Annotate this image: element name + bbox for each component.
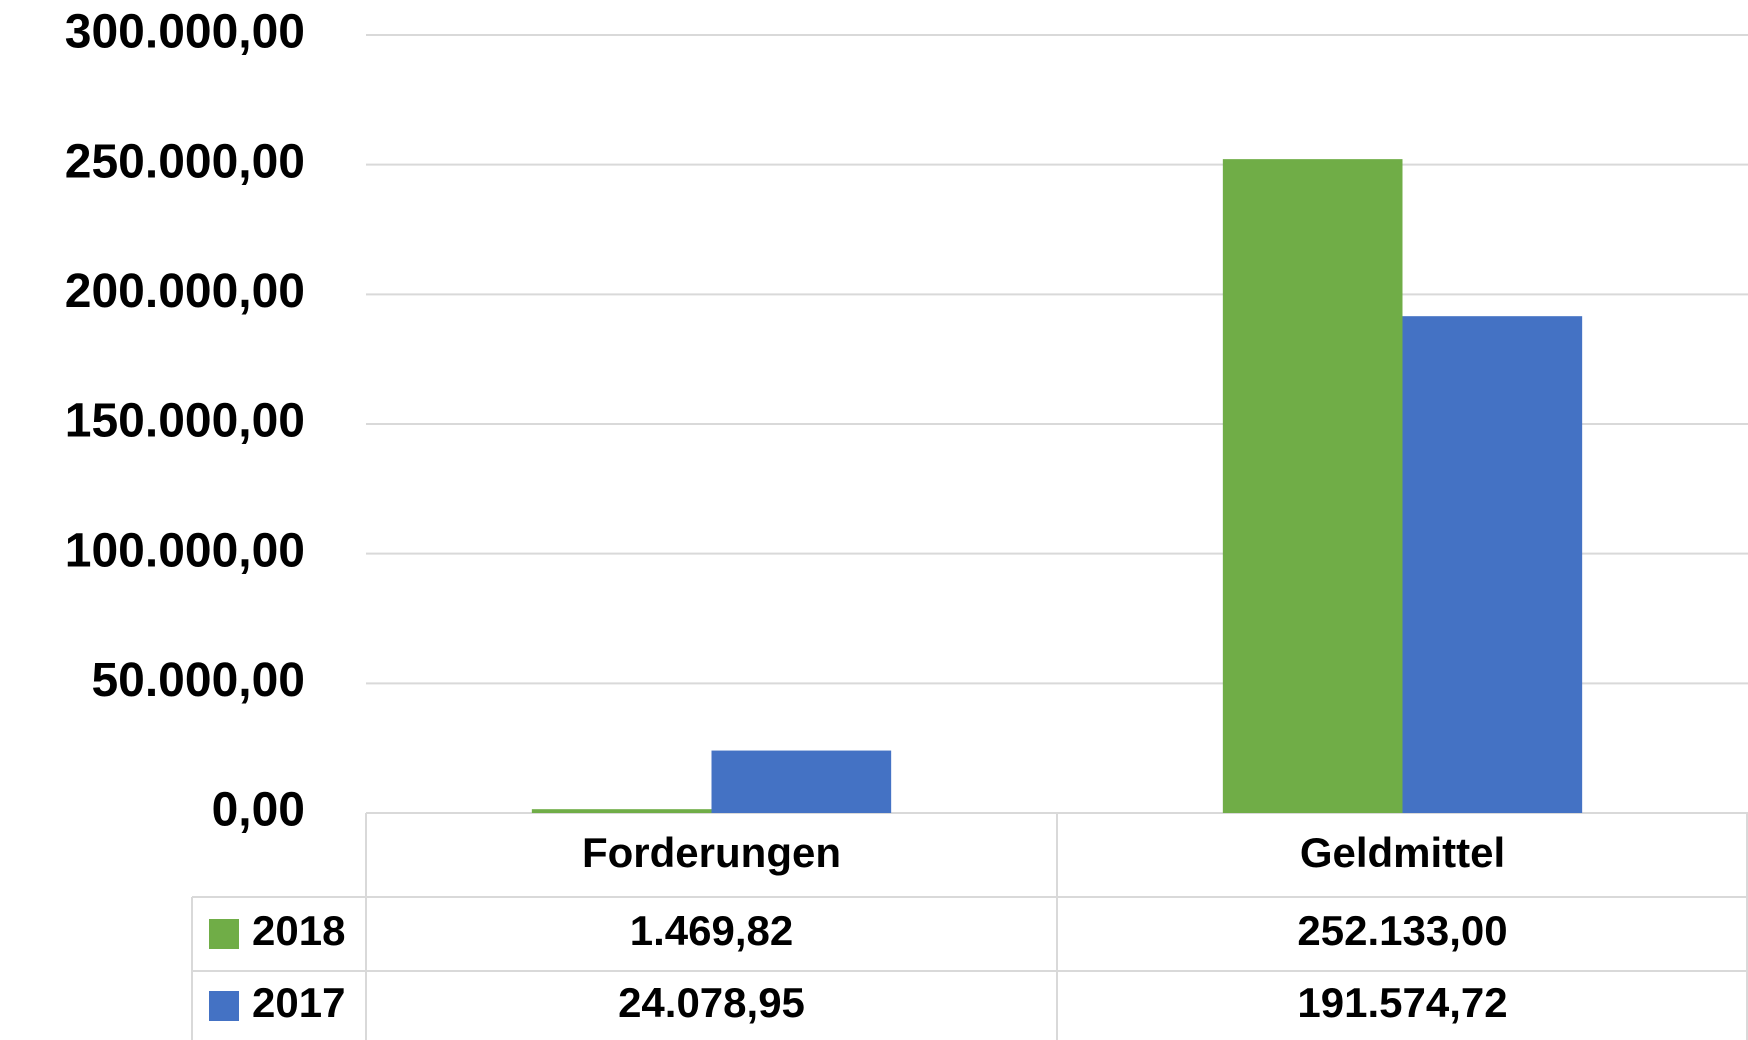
data-label: 24.078,95 [618, 979, 805, 1026]
x-tick-label: Forderungen [582, 829, 841, 876]
data-label: 252.133,00 [1297, 907, 1507, 954]
y-tick-label: 300.000,00 [65, 6, 305, 59]
legend-key [209, 919, 239, 949]
y-tick-label: 250.000,00 [65, 135, 305, 188]
data-label: 1.469,82 [630, 907, 794, 954]
bar [711, 750, 892, 813]
data-label: 191.574,72 [1297, 979, 1507, 1026]
legend-key [209, 991, 239, 1021]
bar [531, 809, 712, 813]
y-tick-label: 200.000,00 [65, 265, 305, 318]
legend-label: 2018 [252, 907, 345, 954]
y-tick-label: 50.000,00 [91, 654, 305, 707]
data-table-frame [191, 813, 1748, 1040]
bar [1222, 159, 1403, 814]
y-tick-label: 150.000,00 [65, 395, 305, 448]
y-tick-label: 100.000,00 [65, 524, 305, 577]
bar [1402, 316, 1583, 813]
x-tick-label: Geldmittel [1300, 829, 1505, 876]
legend-label: 2017 [252, 979, 345, 1026]
y-tick-label: 0,00 [212, 784, 305, 837]
